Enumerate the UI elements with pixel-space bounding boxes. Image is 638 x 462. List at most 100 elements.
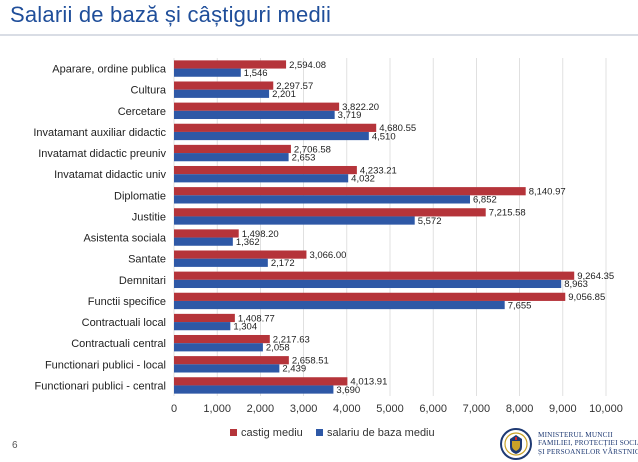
- bar-castig-mediu: [174, 334, 270, 344]
- bar-salariu-de-baza: [174, 237, 233, 246]
- data-label-castig-mediu: 2,594.08: [289, 60, 326, 71]
- bar-castig-mediu: [174, 81, 274, 90]
- data-label-castig-mediu: 9,056.85: [568, 292, 605, 303]
- category-label: Santate: [128, 254, 166, 266]
- category-label: Invatamat didactic univ: [54, 169, 166, 181]
- x-tick-label: 0: [171, 403, 177, 415]
- category-label: Functionari publici - central: [35, 380, 166, 392]
- data-label-salariu-de-baza: 1,304: [233, 321, 257, 332]
- x-tick-label: 2,000: [247, 403, 275, 415]
- x-tick-label: 9,000: [549, 403, 577, 415]
- data-label-castig-mediu: 8,140.97: [529, 187, 566, 198]
- x-tick-label: 5,000: [376, 403, 404, 415]
- data-label-salariu-de-baza: 7,655: [508, 300, 532, 311]
- legend-swatch-salariu-de-baza: [316, 429, 323, 436]
- bar-castig-mediu: [174, 102, 340, 111]
- category-labels: Aparare, ordine publica Cultura Cercetare I…: [33, 64, 167, 393]
- data-label-castig-mediu: 3,066.00: [309, 250, 346, 261]
- data-label-castig-mediu: 9,264.35: [577, 271, 614, 282]
- bar-castig-mediu: [174, 377, 348, 386]
- bars: 2,594.08 1,546 2,297.572,201 3,822.203,719 4…: [174, 60, 614, 396]
- data-label-castig-mediu: 2,658.51: [292, 356, 329, 367]
- category-label: Asistenta sociala: [83, 233, 166, 245]
- title-divider: [0, 34, 638, 36]
- category-label: Invatamant auxiliar didactic: [33, 127, 166, 139]
- bar-castig-mediu: [174, 187, 526, 196]
- bar-salariu-de-baza: [174, 174, 349, 183]
- x-tick-label: 1,000: [203, 403, 231, 415]
- category-label: Functionari publici - local: [45, 359, 166, 371]
- data-label-salariu-de-baza: 2,653: [292, 152, 316, 163]
- x-tick-label: 4,000: [333, 403, 361, 415]
- bar-castig-mediu: [174, 165, 357, 175]
- ministry-logo: [500, 428, 532, 460]
- bar-castig-mediu: [174, 250, 307, 259]
- bar-castig-mediu: [174, 271, 575, 280]
- x-tick-label: 10,000: [589, 403, 623, 415]
- legend-label-castig-mediu: castig mediu: [241, 427, 303, 439]
- bar-salariu-de-baza: [174, 131, 369, 141]
- data-label-salariu-de-baza: 6,852: [473, 195, 497, 206]
- bar-salariu-de-baza: [174, 343, 263, 352]
- data-label-salariu-de-baza: 3,690: [336, 385, 360, 396]
- category-label: Cultura: [131, 85, 167, 97]
- bar-castig-mediu: [174, 208, 486, 217]
- x-tick-label: 7,000: [463, 403, 491, 415]
- data-label-castig-mediu: 4,233.21: [360, 165, 397, 176]
- slide-title: Salarii de bază și câștiguri medii: [10, 2, 332, 27]
- data-label-salariu-de-baza: 1,546: [244, 68, 268, 79]
- legend-swatch-castig-mediu: [230, 429, 237, 436]
- bar-salariu-de-baza: [174, 364, 280, 373]
- category-label: Aparare, ordine publica: [52, 64, 167, 76]
- ministry-name: MINISTERUL MUNCII FAMILIEI, PROTECȚIEI S…: [538, 431, 638, 456]
- data-label-castig-mediu: 2,297.57: [276, 81, 313, 92]
- data-label-salariu-de-baza: 2,201: [272, 89, 296, 100]
- bar-castig-mediu: [174, 229, 239, 238]
- ministry-name-line3: ȘI PERSOANELOR VÂRSTNICE: [538, 447, 638, 456]
- legend: castig mediu salariu de baza mediu: [230, 427, 435, 439]
- data-label-salariu-de-baza: 4,032: [351, 174, 375, 185]
- category-label: Diplomatie: [114, 190, 166, 202]
- bar-castig-mediu: [174, 313, 235, 323]
- category-label: Demnitari: [119, 275, 166, 287]
- bar-salariu-de-baza: [174, 195, 471, 204]
- data-label-salariu-de-baza: 3,719: [338, 110, 362, 121]
- ministry-name-line2: FAMILIEI, PROTECȚIEI SOCIALE: [538, 439, 638, 448]
- bar-castig-mediu: [174, 123, 377, 132]
- bar-salariu-de-baza: [174, 153, 289, 162]
- category-label: Invatamat didactic preuniv: [38, 148, 166, 160]
- ministry-name-line1: MINISTERUL MUNCII: [538, 431, 613, 439]
- data-label-castig-mediu: 2,706.58: [294, 144, 331, 155]
- page-number: 6: [12, 440, 18, 451]
- bar-salariu-de-baza: [174, 89, 270, 98]
- data-label-salariu-de-baza: 8,963: [564, 279, 588, 290]
- bar-castig-mediu: [174, 144, 291, 154]
- category-label: Contractuali local: [82, 317, 166, 329]
- category-label: Contractuali central: [71, 338, 166, 350]
- x-axis-tick-labels: 0 1,000 2,000 3,000 4,000 5,000 6,000 7,000 8,00…: [171, 403, 623, 415]
- bar-salariu-de-baza: [174, 68, 241, 77]
- category-label: Justitie: [132, 211, 166, 223]
- legend-label-salariu-de-baza: salariu de baza mediu: [327, 427, 435, 439]
- x-tick-label: 3,000: [290, 403, 318, 415]
- data-label-castig-mediu: 4,013.91: [350, 377, 387, 388]
- x-tick-label: 6,000: [419, 403, 447, 415]
- bar-castig-mediu: [174, 292, 566, 301]
- bar-castig-mediu: [174, 356, 289, 365]
- bar-salariu-de-baza: [174, 322, 231, 331]
- data-label-salariu-de-baza: 2,058: [266, 343, 290, 354]
- category-label: Cercetare: [118, 106, 166, 118]
- data-label-castig-mediu: 1,408.77: [238, 313, 275, 324]
- data-label-salariu-de-baza: 4,510: [372, 131, 396, 142]
- data-label-salariu-de-baza: 2,439: [282, 364, 306, 375]
- bar-salariu-de-baza: [174, 300, 505, 310]
- bar-salariu-de-baza: [174, 216, 415, 225]
- category-label: Functii specifice: [88, 296, 166, 308]
- bar-salariu-de-baza: [174, 110, 335, 120]
- data-label-castig-mediu: 3,822.20: [342, 102, 379, 113]
- bar-castig-mediu: [174, 60, 287, 69]
- data-label-salariu-de-baza: 5,572: [418, 216, 442, 227]
- bar-salariu-de-baza: [174, 258, 268, 267]
- bar-salariu-de-baza: [174, 279, 562, 289]
